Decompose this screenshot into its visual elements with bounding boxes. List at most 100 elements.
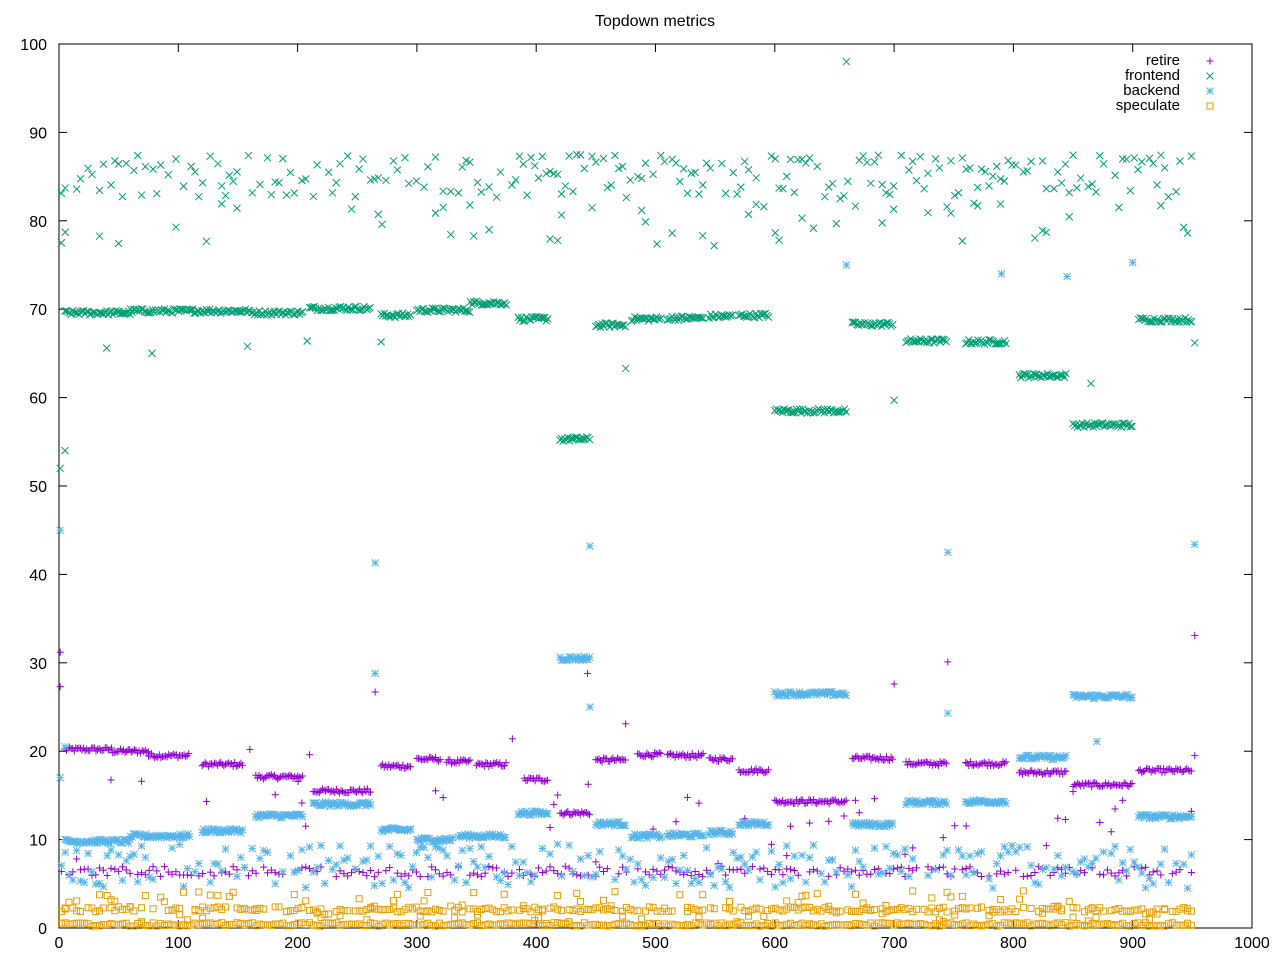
backend-point bbox=[1160, 845, 1169, 853]
retire-point bbox=[340, 870, 348, 878]
frontend-point bbox=[152, 189, 161, 198]
frontend-point bbox=[347, 205, 356, 214]
retire-point bbox=[377, 762, 385, 770]
speculate-point bbox=[1000, 919, 1008, 927]
backend-point bbox=[1076, 858, 1085, 866]
retire-point bbox=[806, 819, 814, 827]
frontend-point bbox=[702, 159, 711, 168]
retire-point bbox=[1061, 815, 1069, 823]
frontend-point bbox=[836, 194, 845, 203]
backend-point bbox=[683, 866, 692, 875]
frontend-point bbox=[752, 173, 761, 182]
backend-point bbox=[992, 859, 1001, 868]
retire-point bbox=[496, 759, 504, 767]
retire-point bbox=[195, 872, 203, 880]
frontend-point bbox=[863, 158, 871, 167]
retire-point bbox=[772, 797, 780, 805]
frontend-point bbox=[641, 159, 650, 167]
frontend-point bbox=[176, 305, 185, 313]
retire-point bbox=[699, 749, 707, 757]
frontend-point bbox=[95, 186, 104, 195]
speculate-point bbox=[802, 921, 810, 929]
y-tick-label: 0 bbox=[38, 921, 47, 938]
backend-point bbox=[114, 850, 123, 859]
retire-point bbox=[603, 865, 611, 873]
retire-point bbox=[1157, 871, 1165, 879]
backend-point bbox=[501, 833, 510, 842]
backend-point bbox=[943, 846, 951, 855]
retire-point bbox=[286, 771, 294, 779]
retire-point bbox=[363, 872, 371, 880]
frontend-point bbox=[1042, 184, 1051, 193]
frontend-point bbox=[243, 342, 252, 351]
retire-point bbox=[667, 749, 675, 757]
frontend-point bbox=[553, 236, 562, 245]
frontend-point bbox=[99, 160, 108, 169]
frontend-point bbox=[981, 167, 990, 176]
frontend-point bbox=[798, 214, 806, 222]
retire-point bbox=[676, 751, 684, 759]
frontend-point bbox=[1149, 159, 1158, 168]
frontend-point bbox=[538, 152, 547, 161]
speculate-point bbox=[584, 906, 592, 914]
retire-point bbox=[1107, 869, 1115, 877]
backend-point bbox=[657, 833, 665, 841]
retire-point bbox=[645, 871, 653, 879]
speculate-point bbox=[409, 905, 417, 913]
retire-point bbox=[851, 866, 859, 874]
speculate-point bbox=[913, 905, 921, 913]
backend-point bbox=[183, 864, 192, 873]
frontend-point bbox=[424, 162, 432, 171]
retire-point bbox=[1176, 866, 1184, 874]
x-tick-label: 500 bbox=[642, 935, 669, 952]
retire-point bbox=[271, 869, 279, 877]
retire-point bbox=[1108, 782, 1116, 790]
retire-point bbox=[794, 871, 802, 879]
frontend-point bbox=[611, 151, 619, 160]
retire-point bbox=[1168, 870, 1176, 878]
y-tick-label: 40 bbox=[29, 567, 47, 584]
retire-point bbox=[1023, 769, 1031, 777]
backend-point bbox=[1157, 860, 1165, 868]
retire-point bbox=[621, 756, 629, 764]
retire-point bbox=[121, 748, 129, 756]
frontend-point bbox=[1172, 187, 1180, 196]
backend-point bbox=[1190, 540, 1199, 549]
backend-point bbox=[801, 878, 810, 887]
retire-point bbox=[1099, 782, 1107, 790]
retire-point bbox=[391, 762, 399, 770]
backend-point bbox=[618, 852, 627, 860]
retire-point bbox=[382, 867, 390, 875]
retire-point bbox=[432, 787, 440, 795]
backend-point bbox=[717, 865, 726, 873]
retire-point bbox=[564, 807, 572, 815]
retire-point bbox=[596, 863, 604, 871]
retire-point bbox=[412, 868, 420, 876]
retire-point bbox=[402, 764, 410, 772]
backend-point bbox=[248, 844, 257, 853]
frontend-point bbox=[102, 344, 111, 352]
frontend-point bbox=[177, 305, 186, 314]
frontend-point bbox=[1137, 157, 1146, 166]
retire-point bbox=[201, 759, 209, 767]
frontend-point bbox=[1130, 154, 1138, 162]
speculate-point bbox=[661, 920, 669, 928]
retire-point bbox=[322, 787, 330, 795]
retire-point bbox=[840, 867, 848, 875]
retire-point bbox=[138, 869, 146, 877]
speculate-point bbox=[84, 904, 92, 912]
frontend-point bbox=[303, 337, 311, 345]
retire-point bbox=[225, 759, 233, 767]
retire-point bbox=[1191, 752, 1199, 760]
backend-point bbox=[378, 879, 386, 888]
backend-point bbox=[989, 884, 997, 892]
retire-point bbox=[331, 789, 339, 797]
speculate-point bbox=[225, 892, 233, 900]
frontend-point bbox=[843, 177, 852, 186]
frontend-point bbox=[1179, 223, 1188, 232]
retire-point bbox=[56, 648, 64, 656]
frontend-point bbox=[874, 151, 883, 160]
backend-point bbox=[1107, 849, 1116, 858]
retire-point bbox=[618, 755, 626, 763]
frontend-point bbox=[580, 164, 589, 173]
